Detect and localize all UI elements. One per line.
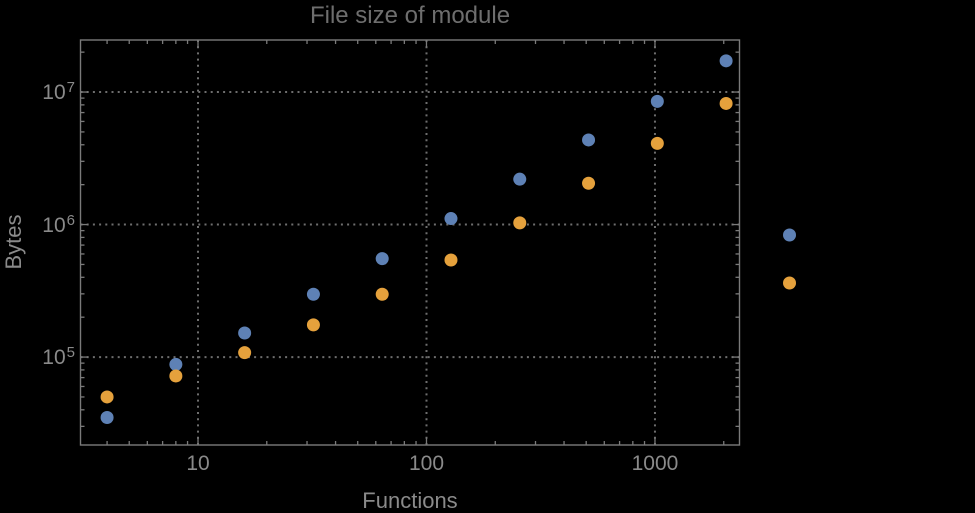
y-tick-label-1e7: 107 — [42, 78, 75, 104]
data-point-blue — [375, 252, 389, 266]
data-point-blue — [169, 357, 183, 371]
chart-title: File size of module — [309, 2, 511, 29]
data-point-orange — [306, 318, 320, 332]
data-point-orange — [582, 176, 596, 190]
data-point-blue — [100, 410, 114, 424]
data-point-orange — [513, 216, 527, 230]
data-point-orange — [169, 369, 183, 383]
outside-marker — [783, 276, 797, 290]
data-point-orange — [238, 346, 252, 360]
data-point-blue — [238, 326, 252, 340]
x-axis-label: Functions — [362, 488, 458, 513]
data-point-blue — [582, 133, 596, 147]
data-point-blue — [306, 287, 320, 301]
data-point-orange — [719, 96, 733, 110]
x-tick-label-100: 100 — [408, 452, 445, 475]
data-point-orange — [444, 253, 458, 267]
y-tick-label-1e6: 106 — [42, 211, 75, 237]
data-point-blue — [513, 172, 527, 186]
data-point-orange — [650, 136, 664, 150]
data-point-orange — [100, 390, 114, 404]
data-point-blue — [444, 212, 458, 226]
x-tick-label-1000: 1000 — [631, 452, 679, 475]
data-point-orange — [375, 287, 389, 301]
y-tick-label-1e5: 105 — [42, 344, 75, 370]
x-tick-label-10: 10 — [186, 452, 210, 475]
plot-frame — [79, 39, 741, 446]
data-point-blue — [719, 54, 733, 68]
data-point-blue — [650, 94, 664, 108]
outside-marker — [783, 228, 797, 242]
